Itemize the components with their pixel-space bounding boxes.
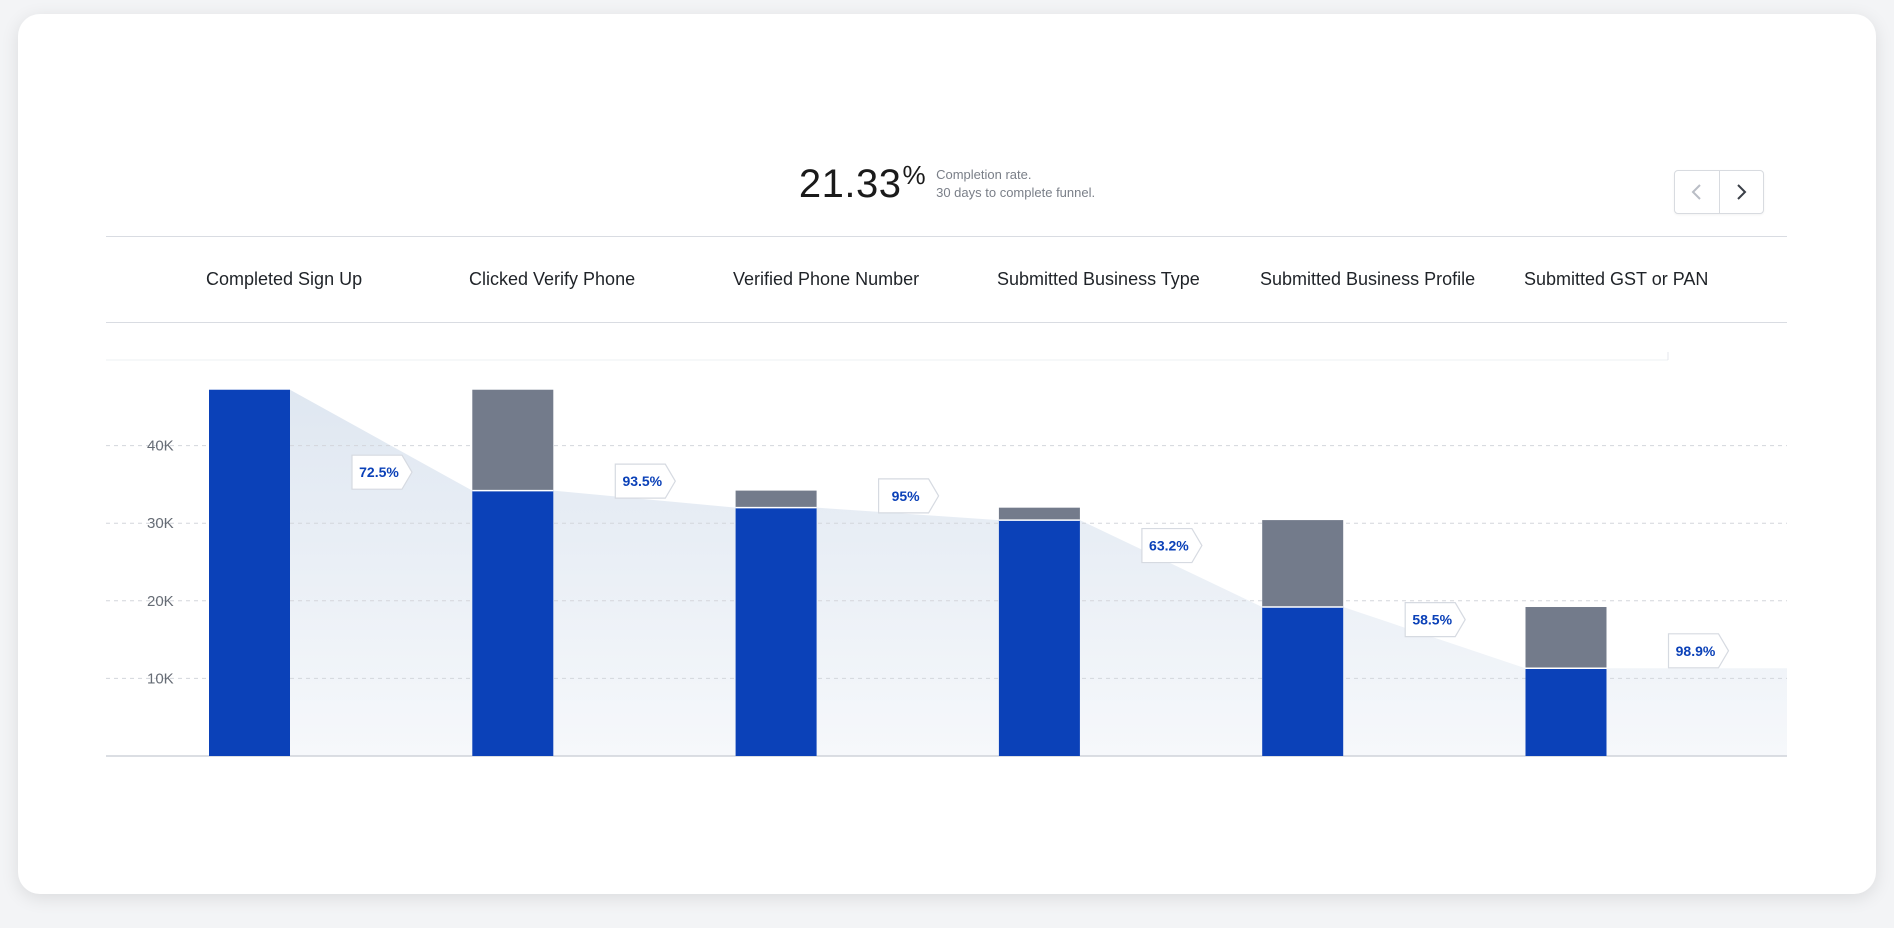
conversion-rate-tag: 72.5% — [351, 454, 413, 490]
completion-rate: 21.33% — [799, 160, 926, 207]
bar-converted[interactable] — [472, 490, 554, 756]
step-navigation — [1674, 170, 1764, 214]
y-tick-label: 40K — [147, 438, 174, 455]
previous-button[interactable] — [1675, 171, 1719, 213]
bar-converted[interactable] — [1525, 668, 1607, 756]
y-tick-label: 10K — [147, 670, 174, 687]
conversion-rate-tag: 93.5% — [614, 463, 676, 499]
conversion-rate-tag: 58.5% — [1404, 602, 1466, 638]
y-tick-label: 20K — [147, 593, 174, 610]
conversion-rate-label: 58.5% — [1412, 612, 1452, 628]
completion-rate-value: 21.33 — [798, 162, 902, 206]
step-label-clicked-verify-phone[interactable]: Clicked Verify Phone — [469, 269, 636, 289]
conversion-rate-label: 93.5% — [622, 473, 662, 489]
completion-summary: 21.33% Completion rate. 30 days to compl… — [0, 160, 1894, 207]
funnel-steps-header: Completed Sign Up Clicked Verify Phone V… — [106, 236, 1787, 323]
conversion-rate-tag: 95% — [878, 478, 940, 514]
conversion-rate-label: 98.9% — [1676, 643, 1716, 659]
bar-converted[interactable] — [735, 507, 817, 756]
bar-dropoff[interactable] — [998, 507, 1080, 521]
chevron-left-icon — [1691, 184, 1701, 200]
step-label-submitted-business-type[interactable]: Submitted Business Type — [997, 269, 1200, 289]
completion-note-line2: 30 days to complete funnel. — [936, 184, 1096, 200]
step-label-submitted-gst-or-pan[interactable]: Submitted GST or PAN — [1524, 269, 1709, 289]
conversion-rate-label: 72.5% — [359, 464, 399, 480]
next-button[interactable] — [1718, 171, 1764, 213]
step-label-verified-phone-number[interactable]: Verified Phone Number — [733, 269, 920, 289]
bar-dropoff[interactable] — [472, 389, 554, 491]
bar-converted[interactable] — [1262, 607, 1344, 756]
bar-dropoff[interactable] — [1262, 520, 1344, 608]
step-label-completed-sign-up[interactable]: Completed Sign Up — [206, 269, 363, 289]
conversion-rate-label: 63.2% — [1149, 538, 1189, 554]
bar-dropoff[interactable] — [1525, 607, 1607, 669]
conversion-rate-tag: 98.9% — [1667, 633, 1730, 669]
completion-rate-symbol: % — [902, 160, 927, 190]
bar-dropoff[interactable] — [735, 490, 817, 508]
completion-note-line1: Completion rate. — [936, 166, 1032, 182]
bar-converted[interactable] — [998, 520, 1080, 756]
conversion-rate-tag: 63.2% — [1141, 527, 1203, 564]
y-tick-label: 30K — [147, 515, 174, 532]
bar-converted[interactable] — [209, 389, 290, 756]
step-label-submitted-business-profile[interactable]: Submitted Business Profile — [1260, 269, 1476, 289]
conversion-rate-label: 95% — [892, 488, 921, 504]
chevron-right-icon — [1737, 184, 1747, 200]
completion-note: Completion rate. 30 days to complete fun… — [936, 166, 1095, 202]
